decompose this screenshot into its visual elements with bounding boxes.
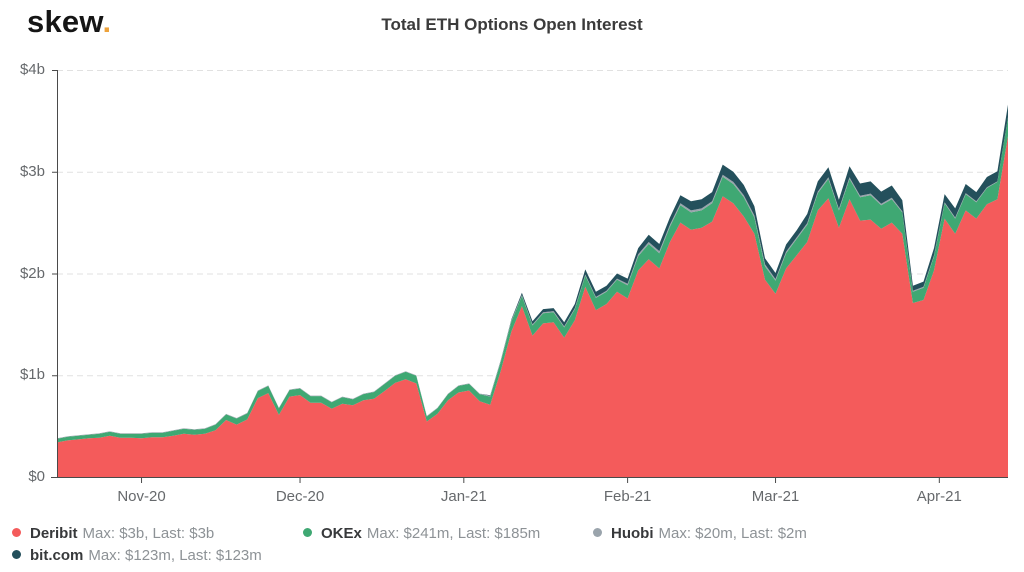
x-axis-label-Dec-20: Dec-20 (275, 488, 325, 505)
x-axis-label-Feb-21: Feb-21 (603, 488, 652, 505)
y-axis-label-$1b: $1b (19, 366, 45, 384)
legend-item-deribit[interactable]: Deribit Max: $3b, Last: $3b (12, 525, 214, 542)
legend-row-0: Deribit Max: $3b, Last: $3b OKEx Max: $241m… (0, 525, 1024, 547)
chart-title: Total ETH Options Open Interest (381, 15, 643, 34)
area-deribit (57, 136, 1008, 477)
y-axis-label-$3b: $3b (19, 162, 45, 180)
legend-item-okex[interactable]: OKEx Max: $241m, Last: $185m (303, 525, 540, 542)
legend-name-huobi: Huobi (611, 525, 654, 542)
deribit-legend-dot-icon (12, 528, 21, 537)
legend-name-okex: OKEx (321, 525, 362, 542)
x-axis-label-Mar-21: Mar-21 (751, 488, 800, 505)
legend-row-1: bit.com Max: $123m, Last: $123m (0, 547, 1024, 569)
legend-item-bitcom[interactable]: bit.com Max: $123m, Last: $123m (12, 547, 262, 564)
legend-stats-bitcom: Max: $123m, Last: $123m (88, 547, 262, 564)
okex-legend-dot-icon (303, 528, 312, 537)
huobi-legend-dot-icon (593, 528, 602, 537)
legend-stats-deribit: Max: $3b, Last: $3b (82, 525, 215, 542)
legend-name-deribit: Deribit (30, 525, 78, 542)
bitcom-legend-dot-icon (12, 550, 21, 559)
legend-stats-okex: Max: $241m, Last: $185m (366, 525, 541, 542)
y-axis-label-$4b: $4b (19, 61, 45, 78)
legend-stats-huobi: Max: $20m, Last: $2m (658, 525, 807, 542)
legend-name-bitcom: bit.com (30, 547, 84, 564)
y-axis-label-$2b: $2b (19, 264, 45, 282)
skew-logo-text: skew (27, 4, 103, 39)
skew-logo: skew. (27, 4, 111, 40)
skew-logo-dot-icon: . (102, 4, 112, 39)
x-axis-label-Apr-21: Apr-21 (916, 488, 962, 505)
legend-item-huobi[interactable]: Huobi Max: $20m, Last: $2m (593, 525, 807, 542)
y-axis-label-$0: $0 (28, 468, 45, 485)
plot-svg[interactable] (51, 70, 1010, 485)
x-axis-label-Nov-20: Nov-20 (117, 488, 166, 505)
x-axis-label-Jan-21: Jan-21 (440, 488, 487, 505)
